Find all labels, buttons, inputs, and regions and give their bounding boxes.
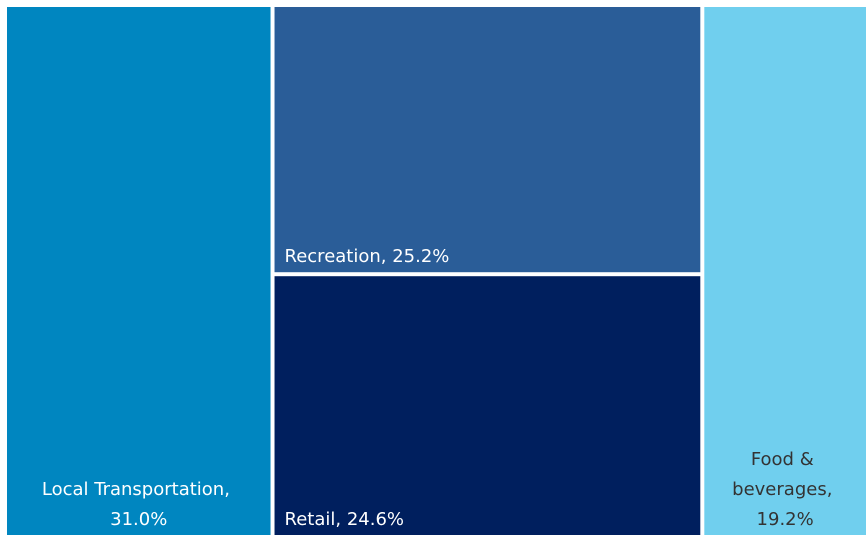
- label-line: Food &: [751, 449, 820, 470]
- label-line: 19.2%: [757, 509, 814, 530]
- cell-label: Recreation, 25.2%: [285, 246, 450, 267]
- cell-label: Retail, 24.6%: [285, 509, 405, 530]
- treemap-cell: [704, 7, 866, 535]
- treemap-cell: [274, 7, 701, 273]
- label-line: 31.0%: [110, 509, 167, 530]
- treemap-cell: [7, 7, 271, 535]
- label-line: beverages,: [732, 479, 838, 500]
- label-line: Retail, 24.6%: [285, 509, 405, 530]
- treemap-cell: [274, 276, 701, 535]
- label-line: Local Transportation,: [42, 479, 236, 500]
- cell-label: Local Transportation, 31.0%: [42, 479, 236, 530]
- label-line: Recreation, 25.2%: [285, 246, 450, 267]
- cell-label: Food & beverages, 19.2%: [732, 449, 838, 530]
